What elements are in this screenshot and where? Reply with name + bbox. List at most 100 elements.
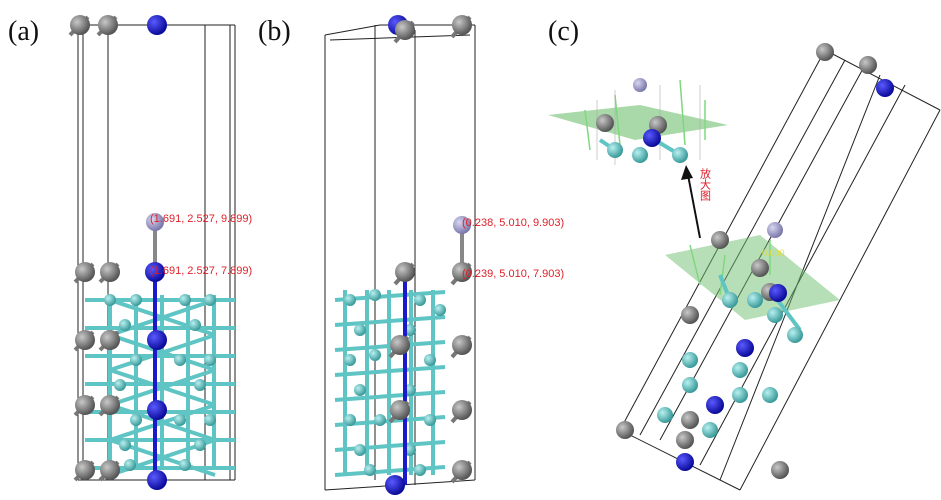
- atom: [732, 387, 748, 403]
- atom: [736, 339, 754, 357]
- atom: [771, 461, 789, 479]
- atom: [434, 304, 446, 316]
- atom: [769, 284, 787, 302]
- coordinate-label: (0.238, 5.010, 9.903): [462, 217, 564, 229]
- atom: [174, 354, 186, 366]
- atom: [682, 377, 698, 393]
- atom: [876, 79, 894, 97]
- atom: [390, 400, 410, 420]
- atom: [130, 294, 142, 306]
- atom: [130, 354, 142, 366]
- atom: [767, 307, 783, 323]
- atom: [643, 129, 661, 147]
- atom: [424, 414, 436, 426]
- edge: [325, 25, 380, 35]
- atom: [859, 56, 877, 74]
- atom: [179, 294, 191, 306]
- atom: [194, 379, 206, 391]
- atom: [722, 292, 738, 308]
- atom: [452, 460, 472, 480]
- atom: [414, 294, 426, 306]
- atom: [98, 15, 118, 35]
- atom: [633, 78, 647, 92]
- atom: [681, 411, 699, 429]
- atom: [344, 354, 356, 366]
- atom: [369, 349, 381, 361]
- atom: [75, 395, 95, 415]
- edge: [680, 80, 685, 145]
- atom: [147, 15, 167, 35]
- atom: [816, 43, 834, 61]
- atom: [732, 362, 748, 378]
- atom: [395, 262, 415, 282]
- atom: [702, 422, 718, 438]
- atom: [747, 292, 763, 308]
- atom: [672, 147, 688, 163]
- atom: [452, 400, 472, 420]
- atom: [385, 475, 405, 495]
- atom: [119, 439, 131, 451]
- atom: [682, 352, 698, 368]
- atom: [100, 330, 120, 350]
- atom: [104, 294, 116, 306]
- atom: [681, 306, 699, 324]
- atom: [369, 289, 381, 301]
- atom: [204, 354, 216, 366]
- atom: [204, 414, 216, 426]
- panel-label: (c): [548, 16, 579, 47]
- atom: [395, 20, 415, 40]
- atom: [344, 414, 356, 426]
- atom: [596, 114, 614, 132]
- coordinate-label: (0.239, 5.010, 7.903): [462, 268, 564, 280]
- atom: [452, 335, 472, 355]
- atom: [75, 330, 95, 350]
- atom: [374, 414, 386, 426]
- panel-label: (a): [8, 16, 39, 47]
- atom: [607, 142, 623, 158]
- panel-label: (b): [258, 16, 291, 47]
- atom: [147, 470, 167, 490]
- atom: [204, 294, 216, 306]
- atom: [100, 460, 120, 480]
- atom: [354, 324, 366, 336]
- atom: [676, 431, 694, 449]
- coordinate-label: (1.691, 2.527, 9.899): [150, 213, 252, 225]
- atom: [75, 262, 95, 282]
- atom: [390, 335, 410, 355]
- atom: [114, 379, 126, 391]
- plane: [548, 105, 728, 140]
- atom: [147, 400, 167, 420]
- atom: [762, 387, 778, 403]
- atom: [344, 294, 356, 306]
- atom: [130, 414, 142, 426]
- atom: [616, 421, 634, 439]
- structure-art: [70, 15, 940, 495]
- atom: [414, 464, 426, 476]
- atom: [100, 262, 120, 282]
- atom: [179, 459, 191, 471]
- atom: [100, 395, 120, 415]
- atom: [657, 407, 673, 423]
- atom: [75, 460, 95, 480]
- atom: [174, 414, 186, 426]
- value-label: 0.000: [762, 248, 785, 258]
- atom: [119, 319, 131, 331]
- atom: [194, 439, 206, 451]
- atom: [452, 15, 472, 35]
- atom: [147, 330, 167, 350]
- atom: [711, 231, 729, 249]
- atom: [364, 464, 376, 476]
- atom: [354, 384, 366, 396]
- atom: [189, 319, 201, 331]
- atom: [787, 327, 803, 343]
- coordinate-label: (1.691, 2.527, 7.899): [150, 265, 252, 277]
- arrowhead: [681, 165, 693, 180]
- atom: [70, 15, 90, 35]
- atom: [424, 354, 436, 366]
- atom: [767, 222, 783, 238]
- atom: [706, 396, 724, 414]
- atom: [676, 453, 694, 471]
- atom: [124, 459, 136, 471]
- atom: [751, 259, 769, 277]
- atom: [632, 147, 648, 163]
